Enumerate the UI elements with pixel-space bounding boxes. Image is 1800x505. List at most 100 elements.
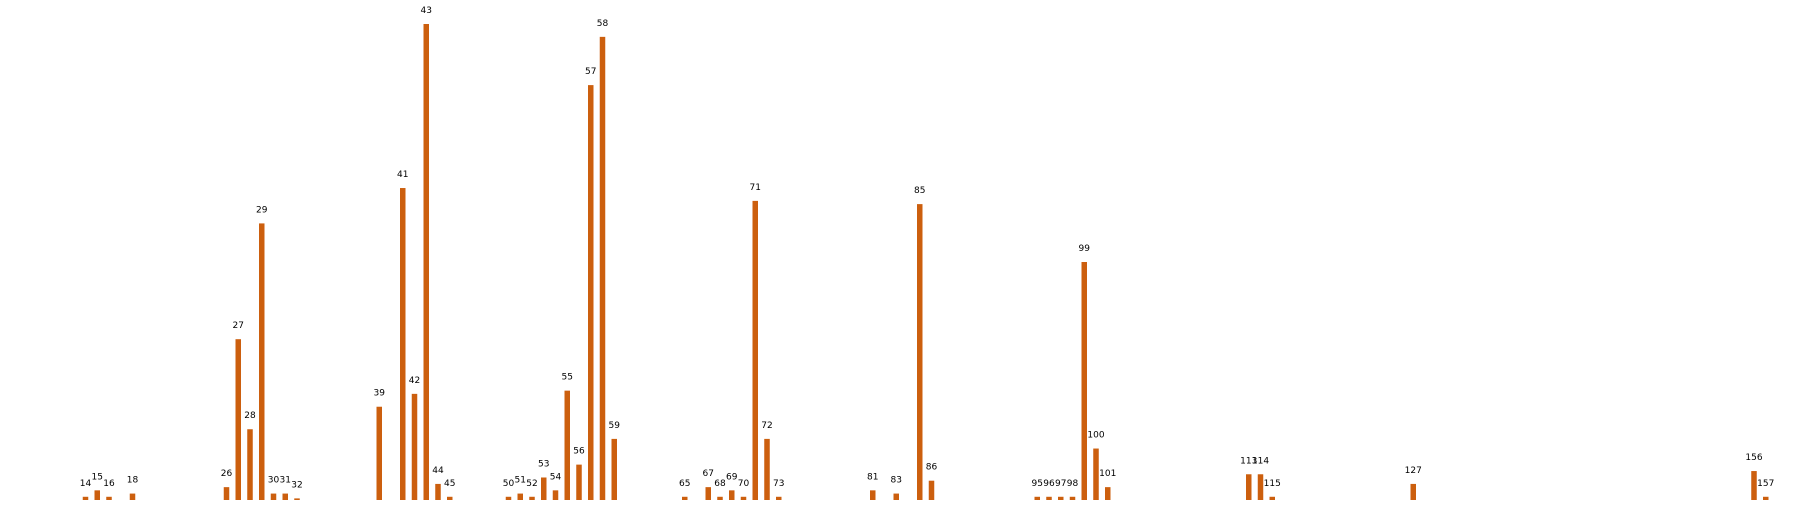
bar-label-57: 57 [585,67,596,77]
bar-56 [576,464,582,500]
bar-53 [541,477,547,500]
bar-113 [1246,474,1252,500]
bar-44 [435,483,441,500]
bar-label-26: 26 [221,469,233,479]
bar-label-45: 45 [444,479,455,489]
bar-label-86: 86 [926,463,938,473]
bar-83 [893,493,899,500]
bar-label-71: 71 [750,183,761,193]
bar-label-98: 98 [1067,479,1079,489]
bar-label-41: 41 [397,170,408,180]
bar-95 [1034,496,1040,500]
bar-label-31: 31 [280,476,291,486]
bar-59 [611,438,617,500]
bar-label-42: 42 [409,376,420,386]
bar-label-115: 115 [1264,479,1281,489]
bar-label-43: 43 [421,6,432,16]
bar-label-54: 54 [550,472,562,482]
bar-label-32: 32 [291,480,302,490]
bar-label-101: 101 [1099,469,1116,479]
bar-label-50: 50 [503,479,515,489]
bar-55 [564,390,570,500]
bar-label-67: 67 [703,469,714,479]
bar-label-51: 51 [515,476,526,486]
bar-label-81: 81 [867,472,878,482]
bar-label-15: 15 [92,472,103,482]
bar-67 [705,487,711,500]
bar-label-68: 68 [714,479,726,489]
bar-96 [1046,496,1052,500]
bar-label-73: 73 [773,479,784,489]
bar-29 [259,223,265,500]
bar-114 [1257,474,1264,500]
bar-65 [682,496,688,500]
bar-52 [529,496,535,500]
bar-label-44: 44 [432,466,444,476]
bar-99 [1081,262,1087,500]
bar-label-157: 157 [1757,479,1774,489]
bar-50 [505,496,512,500]
bar-label-156: 156 [1745,453,1762,463]
bar-42 [411,393,418,500]
bar-69 [729,490,735,500]
bar-26 [223,487,230,500]
bar-label-39: 39 [374,389,386,399]
bar-label-85: 85 [914,186,925,196]
bar-label-58: 58 [597,19,609,29]
bar-label-83: 83 [891,476,902,486]
bar-100 [1093,448,1099,500]
bar-27 [235,339,241,500]
bar-58 [599,36,606,501]
bar-label-127: 127 [1405,466,1422,476]
bar-54 [552,490,559,500]
bar-85 [917,204,923,501]
bar-label-27: 27 [233,321,244,331]
bar-label-56: 56 [573,447,585,457]
bar-label-14: 14 [80,479,92,489]
bar-70 [740,496,747,500]
bar-label-95: 95 [1032,479,1043,489]
bar-label-28: 28 [244,411,256,421]
bar-57 [588,85,594,501]
bar-label-69: 69 [726,472,738,482]
bar-label-18: 18 [127,476,139,486]
bar-157 [1763,496,1769,500]
bar-72 [764,438,770,500]
bar-14 [82,496,89,500]
bar-39 [376,406,382,500]
bar-label-30: 30 [268,476,280,486]
bar-32 [294,498,300,500]
bar-127 [1410,483,1416,500]
bar-81 [870,490,876,500]
bar-label-52: 52 [526,479,537,489]
bar-label-72: 72 [761,421,772,431]
bar-18 [129,493,136,500]
bar-156 [1751,471,1757,500]
bar-71 [752,200,758,500]
bar-label-16: 16 [103,479,115,489]
bars-layer [82,24,1769,501]
bar-label-29: 29 [256,205,268,215]
bar-label-113: 113 [1240,456,1257,466]
bar-label-100: 100 [1087,431,1104,441]
bar-label-99: 99 [1079,244,1091,254]
bar-115 [1269,496,1275,500]
bar-label-59: 59 [609,421,621,431]
bar-31 [282,493,288,500]
bar-label-97: 97 [1055,479,1066,489]
bar-label-65: 65 [679,479,690,489]
bar-label-55: 55 [562,373,573,383]
bar-97 [1058,496,1064,500]
bar-101 [1105,487,1111,500]
bar-45 [447,496,453,500]
bar-label-114: 114 [1252,456,1269,466]
bar-68 [717,496,723,500]
bar-51 [517,493,523,500]
bar-16 [106,496,112,500]
bar-label-53: 53 [538,459,549,469]
bar-98 [1069,496,1076,500]
bar-41 [400,188,406,500]
